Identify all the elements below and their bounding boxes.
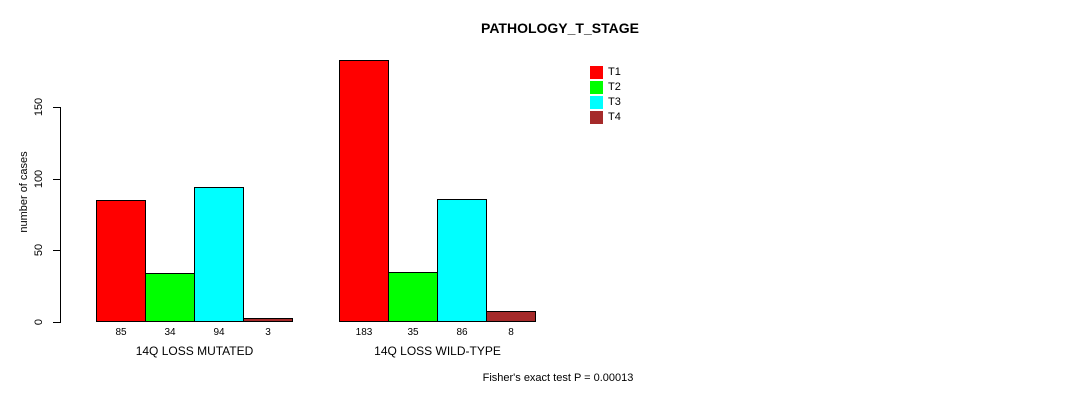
y-axis-tick-150: [53, 107, 60, 108]
bar-value-t3-14q-loss-mutated: 94: [213, 327, 225, 338]
bar-t3-14q-loss-wild-type: [437, 199, 487, 322]
legend-item-t1: T1: [590, 65, 621, 80]
legend-item-t4: T4: [590, 110, 621, 125]
legend-label-t2: T2: [608, 81, 621, 93]
legend-swatch-t2: [590, 81, 603, 94]
legend-swatch-t4: [590, 111, 603, 124]
bar-t4-14q-loss-mutated: [243, 318, 293, 322]
legend-item-t2: T2: [590, 80, 621, 95]
bar-value-t1-14q-loss-mutated: 85: [115, 327, 127, 338]
x-category-label-14q-loss-wild-type: 14Q LOSS WILD-TYPE: [374, 344, 501, 358]
bar-value-t2-14q-loss-wild-type: 35: [407, 327, 419, 338]
bar-t3-14q-loss-mutated: [194, 187, 244, 322]
legend-item-t3: T3: [590, 95, 621, 110]
bar-t2-14q-loss-wild-type: [388, 272, 438, 322]
bar-value-t4-14q-loss-wild-type: 8: [508, 327, 514, 338]
bar-t2-14q-loss-mutated: [145, 273, 195, 322]
legend-label-t4: T4: [608, 111, 621, 123]
y-axis-tick-label-100: 100: [33, 169, 45, 189]
y-axis-tick-label-50: 50: [33, 243, 45, 257]
x-category-label-14q-loss-mutated: 14Q LOSS MUTATED: [135, 344, 254, 358]
y-axis-tick-label-150: 150: [33, 97, 45, 117]
bar-t1-14q-loss-mutated: [96, 200, 146, 322]
legend-swatch-t3: [590, 96, 603, 109]
bar-value-t1-14q-loss-wild-type: 183: [355, 327, 373, 338]
bar-value-t2-14q-loss-mutated: 34: [164, 327, 176, 338]
y-axis-label: number of cases: [18, 151, 30, 233]
bar-t1-14q-loss-wild-type: [339, 60, 389, 322]
bar-value-t4-14q-loss-mutated: 3: [265, 327, 271, 338]
y-axis-tick-0: [53, 322, 60, 323]
fisher-test-annotation: Fisher's exact test P = 0.00013: [482, 372, 634, 384]
y-axis-tick-100: [53, 179, 60, 180]
legend: T1 T2 T3 T4: [590, 65, 621, 125]
chart-title: PATHOLOGY_T_STAGE: [481, 20, 639, 36]
legend-swatch-t1: [590, 66, 603, 79]
bar-value-t3-14q-loss-wild-type: 86: [456, 327, 468, 338]
bar-t4-14q-loss-wild-type: [486, 311, 536, 322]
legend-label-t1: T1: [608, 66, 621, 78]
y-axis-tick-label-0: 0: [33, 318, 45, 326]
y-axis-line: [60, 107, 61, 323]
y-axis-tick-50: [53, 250, 60, 251]
legend-label-t3: T3: [608, 96, 621, 108]
